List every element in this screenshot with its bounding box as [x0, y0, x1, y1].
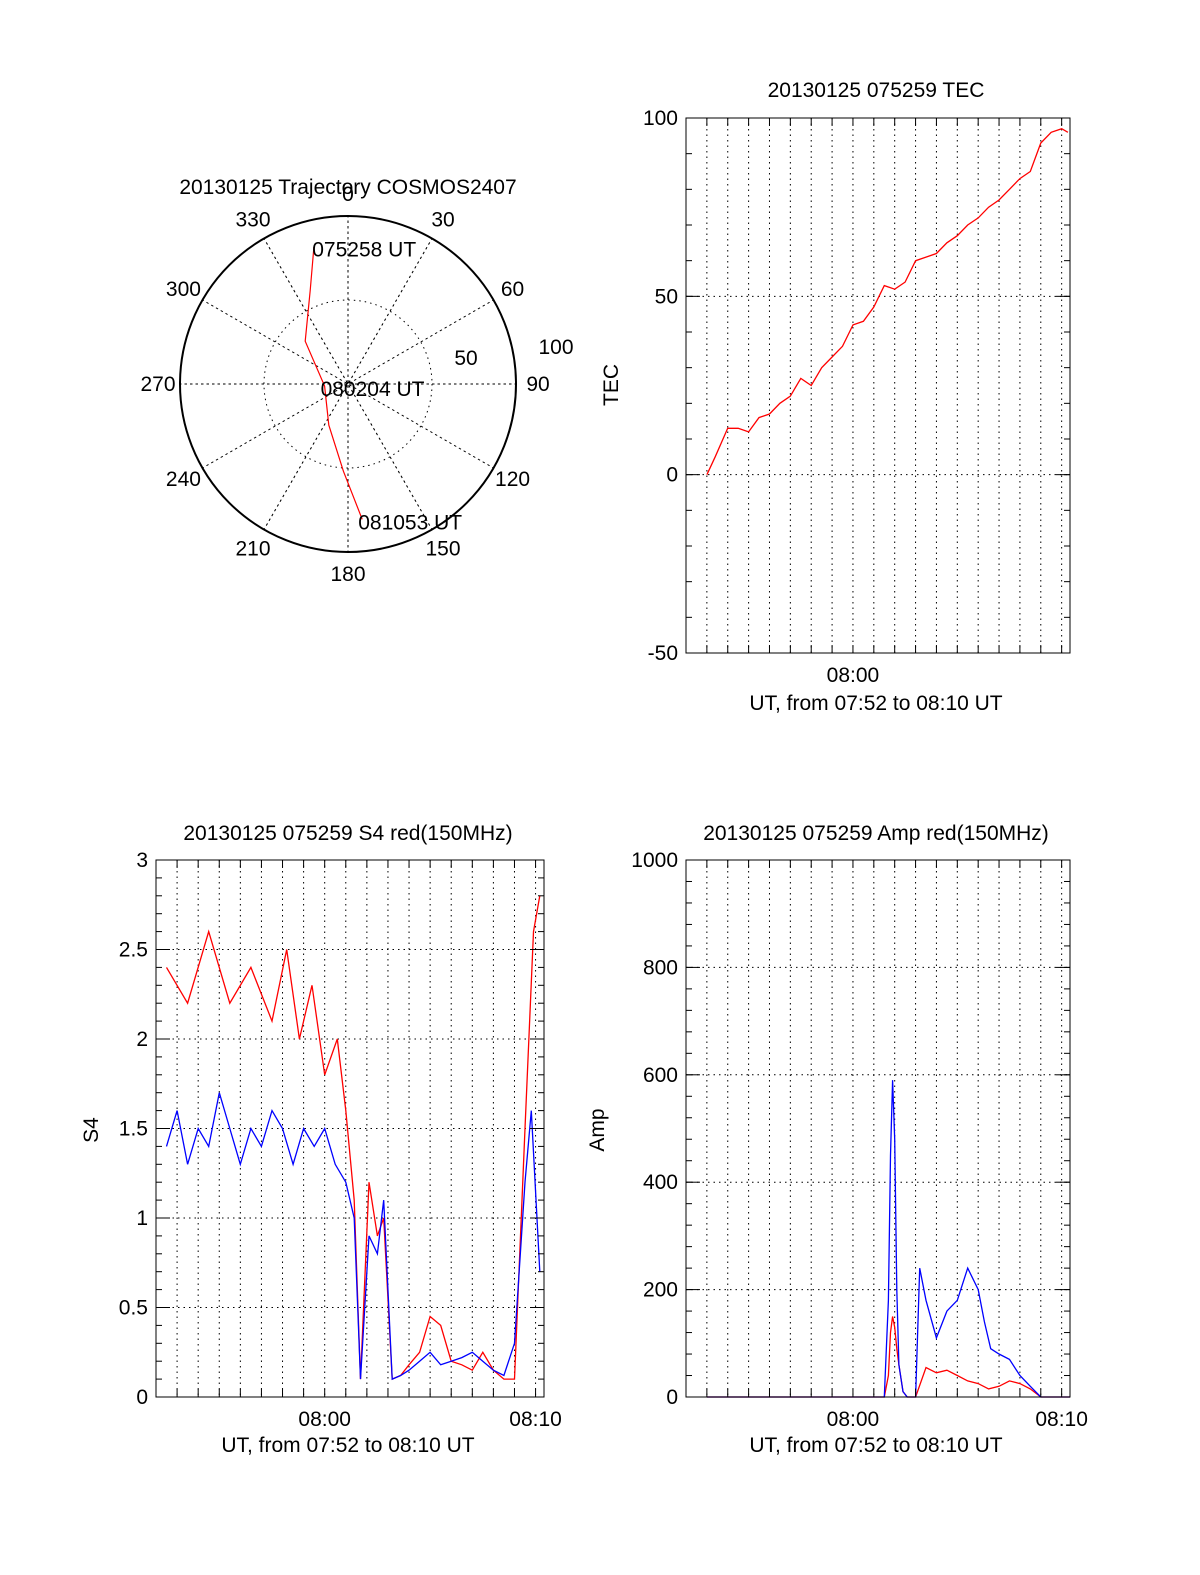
amp-plot-frame: [685, 859, 1071, 1398]
polar-radial-label-100: 100: [538, 336, 573, 359]
amp-y-tick-label: 1000: [631, 849, 678, 872]
polar-trajectory-line: [304, 247, 363, 520]
amp-x-tick-label: 08:00: [827, 1408, 880, 1431]
s4-x-axis-label: UT, from 07:52 to 08:10 UT: [221, 1434, 474, 1457]
s4-series-blue: [165, 1092, 541, 1381]
polar-azimuth-label-300: 300: [166, 278, 201, 301]
s4-series-red: [165, 895, 541, 1381]
polar-spoke-210: [263, 238, 433, 530]
polar-azimuth-label-330: 330: [235, 208, 270, 231]
amp-panel: 20130125 075259 Amp red(150MHz) 1000 800 6…: [586, 822, 1088, 1457]
amp-x-tick-label: 08:10: [1035, 1408, 1088, 1431]
polar-azimuth-label-30: 30: [431, 208, 454, 231]
amp-y-tick-label: 0: [666, 1386, 678, 1409]
polar-azimuth-label-150: 150: [425, 538, 460, 561]
s4-y-tick-label: 3: [136, 849, 148, 872]
polar-azimuth-label-120: 120: [495, 468, 530, 491]
polar-azimuth-label-270: 270: [140, 373, 175, 396]
polar-azimuth-label-0: 0: [342, 183, 354, 206]
s4-y-axis-label: S4: [80, 1117, 103, 1143]
amp-y-tick-label: 800: [643, 956, 678, 979]
amp-y-axis-label: Amp: [586, 1108, 609, 1151]
tec-plot-frame: [685, 117, 1071, 654]
tec-y-tick-label: 50: [655, 285, 678, 308]
s4-x-tick-label: 08:10: [509, 1408, 562, 1431]
polar-azimuth-label-210: 210: [235, 538, 270, 561]
polar-title: 20130125 Trajectory COSMOS2407: [179, 176, 516, 199]
tec-y-tick-label: -50: [648, 642, 678, 665]
polar-time-annotation: 081053 UT: [358, 511, 462, 534]
polar-azimuth-label-180: 180: [330, 563, 365, 586]
tec-y-tick-label: 100: [643, 107, 678, 130]
polar-spoke-300: [202, 299, 494, 469]
s4-x-tick-label: 08:00: [298, 1408, 351, 1431]
s4-y-tick-label: 1.5: [119, 1118, 148, 1141]
amp-x-axis-label: UT, from 07:52 to 08:10 UT: [749, 1434, 1002, 1457]
amp-series-blue: [706, 1080, 1070, 1398]
tec-x-axis-label: UT, from 07:52 to 08:10 UT: [749, 692, 1002, 715]
polar-azimuth-label-240: 240: [166, 468, 201, 491]
polar-trajectory-panel: 20130125 Trajectory COSMOS2407 0 30 60 90 12…: [140, 176, 573, 586]
tec-x-tick-label: 08:00: [827, 664, 880, 687]
amp-y-tick-label: 600: [643, 1064, 678, 1087]
polar-spoke-120: [202, 299, 494, 469]
s4-title: 20130125 075259 S4 red(150MHz): [183, 822, 512, 845]
s4-y-tick-label: 0.5: [119, 1297, 148, 1320]
tec-y-axis-label: TEC: [600, 364, 623, 406]
polar-spoke-150: [263, 238, 433, 530]
polar-spoke-240: [202, 299, 494, 469]
amp-y-tick-label: 200: [643, 1279, 678, 1302]
amp-y-tick-label: 400: [643, 1171, 678, 1194]
s4-y-tick-label: 0: [136, 1386, 148, 1409]
amp-title: 20130125 075259 Amp red(150MHz): [703, 822, 1049, 845]
polar-time-annotation: 075258 UT: [312, 238, 416, 261]
s4-y-tick-label: 2.5: [119, 939, 148, 962]
polar-radial-label-50: 50: [454, 347, 477, 370]
tec-title: 20130125 075259 TEC: [768, 79, 985, 102]
s4-panel: 20130125 075259 S4 red(150MHz) 3 2.5 2 1.5 1…: [80, 822, 562, 1457]
polar-azimuth-label-90: 90: [526, 373, 549, 396]
tec-y-tick-label: 0: [666, 464, 678, 487]
tec-panel: 20130125 075259 TEC 100 50 0 -50 08:00 UT, f…: [600, 79, 1071, 715]
s4-y-tick-label: 1: [136, 1207, 148, 1230]
tec-series-red: [706, 127, 1069, 475]
s4-y-tick-label: 2: [136, 1028, 148, 1051]
amp-series-red: [706, 1316, 1070, 1398]
polar-azimuth-label-60: 60: [501, 278, 524, 301]
polar-spoke-330: [263, 238, 433, 530]
polar-spoke-60: [202, 299, 494, 469]
polar-spoke-30: [263, 238, 433, 530]
polar-time-annotation: 080204 UT: [321, 378, 425, 401]
